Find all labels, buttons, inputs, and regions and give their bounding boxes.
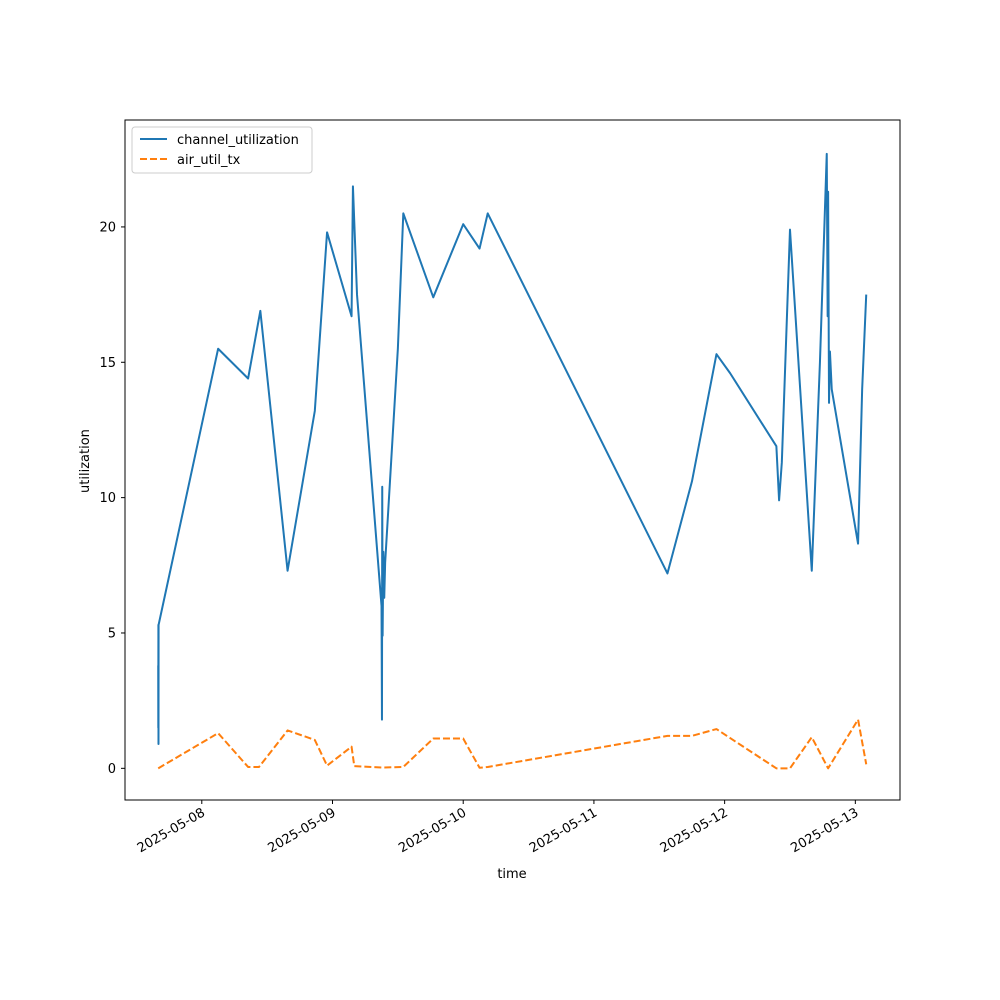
series-line-air-util-tx <box>157 718 868 770</box>
y-tick-label: 20 <box>99 220 116 235</box>
plot-area <box>124 119 901 801</box>
x-axis-label: time <box>497 867 526 882</box>
y-tick-label: 0 <box>108 762 116 777</box>
y-axis: 0 5 10 15 20 <box>99 220 125 777</box>
series-line-channel-utilization <box>157 152 868 745</box>
legend-label-air-util-tx: air_util_tx <box>177 153 241 168</box>
y-tick-label: 15 <box>99 356 116 371</box>
legend-frame <box>131 126 313 174</box>
series-layer <box>157 152 868 770</box>
legend: channel_utilization air_util_tx <box>131 126 313 174</box>
y-axis-label: utilization <box>78 429 93 493</box>
axes-background <box>125 120 900 800</box>
y-tick-label: 5 <box>108 626 116 641</box>
y-tick-label: 10 <box>99 491 116 506</box>
legend-label-channel-utilization: channel_utilization <box>177 133 299 148</box>
axes-frame <box>124 119 901 801</box>
